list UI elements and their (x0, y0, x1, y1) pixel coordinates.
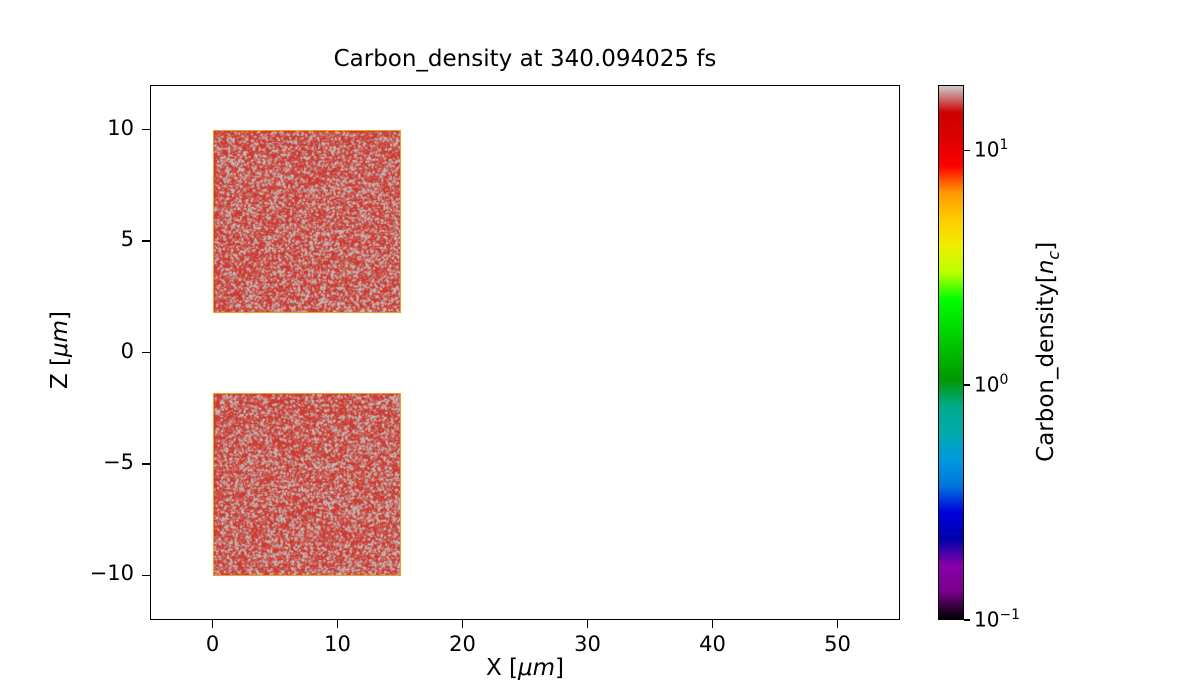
x-tick-mark (211, 620, 214, 628)
z-tick-label: −10 (89, 561, 134, 586)
colorbar-tick-label: 100 (974, 372, 1009, 397)
colorbar-label-symbol: n (1033, 259, 1060, 275)
x-tick-label: 20 (449, 632, 476, 656)
x-axis-label: X [μm] (150, 655, 900, 681)
y-axis-label-post: ] (47, 310, 73, 320)
z-tick-label: 10 (107, 115, 134, 140)
colorbar-tick-mark (964, 619, 970, 621)
z-tick-label: 5 (120, 227, 134, 252)
x-tick-mark (586, 620, 589, 628)
z-tick-label: −5 (103, 449, 134, 474)
x-tick-mark (336, 620, 339, 628)
chart-title: Carbon_density at 340.094025 fs (333, 46, 717, 72)
x-axis-label-post: ] (555, 655, 565, 681)
x-tick-label: 30 (574, 632, 601, 656)
x-tick-mark (836, 620, 839, 628)
x-tick-label: 50 (824, 632, 851, 656)
x-tick-label: 40 (699, 632, 726, 656)
x-tick-mark (711, 620, 714, 628)
x-axis-label-pre: X [ (485, 655, 518, 681)
x-tick-label: 10 (324, 632, 351, 656)
x-axis-label-unit: μm (518, 655, 556, 681)
colorbar-gradient (938, 85, 964, 620)
colorbar-label: Carbon_density[nc] (1033, 172, 1063, 532)
colorbar-label-subscript: c (1043, 250, 1063, 260)
colorbar-tick-mark (964, 384, 970, 386)
z-tick-mark (142, 128, 150, 131)
z-tick-mark (142, 574, 150, 577)
x-tick-mark (461, 620, 464, 628)
z-tick-mark (142, 351, 150, 354)
z-tick-mark (142, 463, 150, 465)
colorbar-tick-mark (964, 149, 970, 152)
density-block (213, 130, 401, 313)
z-tick-label: 0 (120, 338, 134, 363)
colorbar-tick-label: 10−1 (974, 607, 1021, 632)
z-tick-mark (142, 240, 150, 242)
colorbar-label-pre: Carbon_density[ (1033, 274, 1060, 462)
colorbar-label-post: ] (1033, 241, 1060, 251)
colorbar-tick-label: 101 (974, 137, 1009, 163)
density-block (213, 393, 401, 576)
x-tick-label: 0 (205, 632, 220, 656)
